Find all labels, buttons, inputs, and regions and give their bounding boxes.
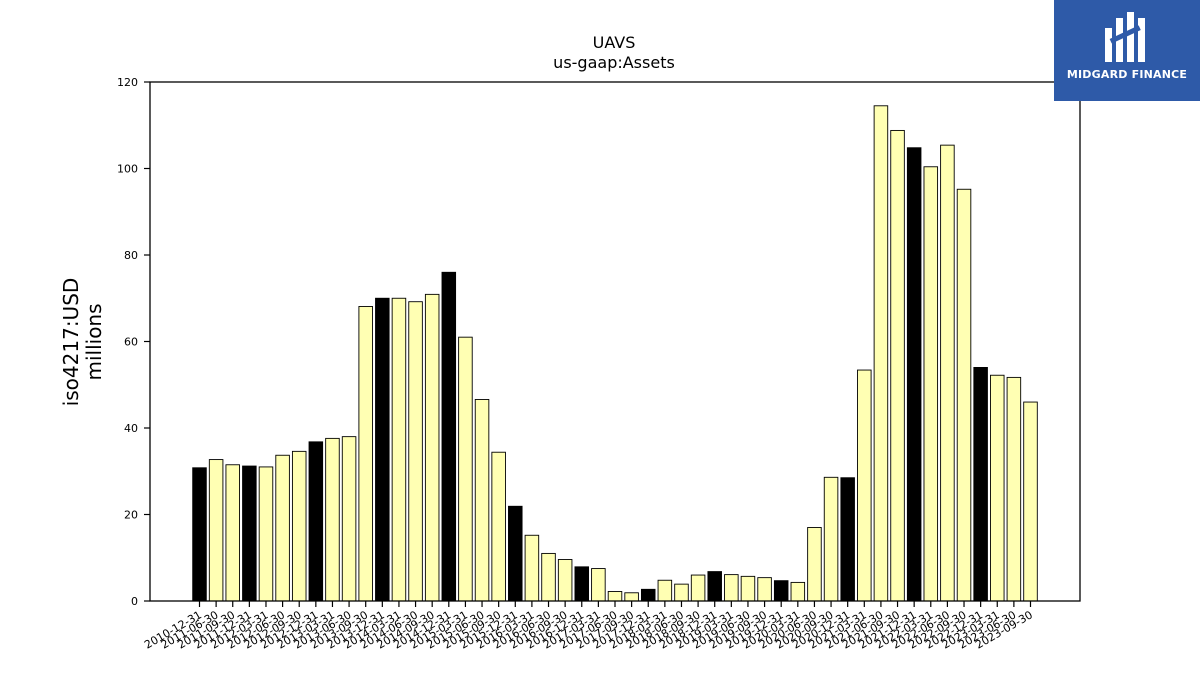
y-tick-label: 20 xyxy=(124,509,138,522)
bar xyxy=(341,436,357,602)
bar xyxy=(740,575,756,602)
bar-series xyxy=(192,105,1038,602)
bar xyxy=(757,577,772,602)
bar xyxy=(541,552,556,602)
bar xyxy=(308,441,324,602)
midgard-finance-logo: MIDGARD FINANCE xyxy=(1054,0,1200,101)
bar xyxy=(607,591,623,602)
x-axis-ticks: 2010-12-312011-06-302011-09-302011-12-31… xyxy=(142,601,1035,652)
bar xyxy=(358,306,373,602)
midgard-logo-icon xyxy=(1105,12,1145,62)
y-axis-ticks: 0 20 40 60 80 100 120 xyxy=(117,76,150,608)
bar xyxy=(823,476,839,602)
bar xyxy=(707,571,722,602)
bar xyxy=(624,592,639,602)
bar xyxy=(940,144,955,602)
bar xyxy=(906,147,922,602)
bar xyxy=(591,568,606,602)
y-tick-label: 120 xyxy=(117,76,138,89)
chart-title: UAVS xyxy=(593,33,636,52)
y-axis-label: iso4217:USD xyxy=(59,278,83,407)
bar xyxy=(408,301,423,602)
bar xyxy=(375,297,390,602)
bar xyxy=(474,399,490,602)
brand-name: MIDGARD FINANCE xyxy=(1066,68,1188,81)
bar xyxy=(275,454,290,602)
y-axis-unit-label: millions xyxy=(82,303,106,380)
bar xyxy=(640,588,656,602)
bar xyxy=(192,467,207,602)
bar xyxy=(391,297,407,602)
bar xyxy=(242,465,257,602)
bar xyxy=(491,451,506,602)
bar xyxy=(524,534,540,602)
bar xyxy=(557,559,573,602)
bar xyxy=(690,574,706,602)
bar xyxy=(807,527,822,602)
bar xyxy=(258,466,274,602)
bar xyxy=(773,580,789,602)
bar xyxy=(574,566,590,602)
bar xyxy=(724,574,739,602)
bar xyxy=(1006,376,1022,602)
bar xyxy=(508,505,523,602)
bar xyxy=(674,583,689,602)
y-tick-label: 80 xyxy=(124,249,138,262)
bar xyxy=(325,437,340,602)
bar xyxy=(990,374,1005,602)
y-tick-label: 40 xyxy=(124,422,138,435)
bar xyxy=(840,477,855,602)
bar xyxy=(923,166,939,602)
bar xyxy=(208,459,224,602)
bar xyxy=(956,188,972,602)
bar xyxy=(1023,401,1038,602)
bar xyxy=(873,105,889,602)
bar xyxy=(225,464,240,602)
bar xyxy=(790,581,806,602)
y-tick-label: 100 xyxy=(117,163,138,176)
chart-subtitle: us-gaap:Assets xyxy=(553,53,675,72)
y-tick-label: 60 xyxy=(124,336,138,349)
bar xyxy=(441,271,457,602)
bar xyxy=(890,129,905,602)
plot-frame xyxy=(149,81,1081,602)
bar xyxy=(291,450,307,602)
bar xyxy=(973,367,988,602)
bar xyxy=(657,579,673,602)
y-tick-label: 0 xyxy=(131,595,138,608)
bar xyxy=(458,336,473,602)
bar xyxy=(424,293,440,602)
bar xyxy=(857,369,872,602)
